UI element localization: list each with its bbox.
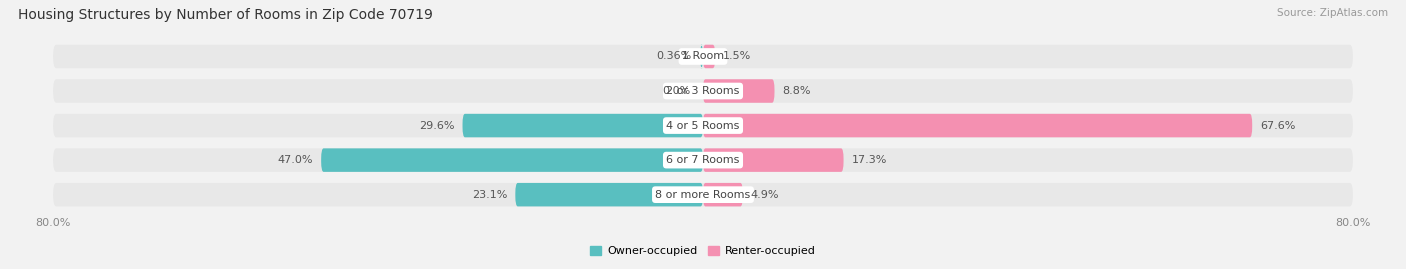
FancyBboxPatch shape	[703, 114, 1253, 137]
Text: 0.36%: 0.36%	[657, 51, 692, 61]
FancyBboxPatch shape	[53, 114, 1353, 137]
Text: 6 or 7 Rooms: 6 or 7 Rooms	[666, 155, 740, 165]
FancyBboxPatch shape	[703, 148, 844, 172]
FancyBboxPatch shape	[703, 183, 742, 206]
FancyBboxPatch shape	[516, 183, 703, 206]
Legend: Owner-occupied, Renter-occupied: Owner-occupied, Renter-occupied	[591, 246, 815, 256]
Text: 47.0%: 47.0%	[277, 155, 314, 165]
Text: 29.6%: 29.6%	[419, 121, 454, 130]
FancyBboxPatch shape	[463, 114, 703, 137]
Text: 8 or more Rooms: 8 or more Rooms	[655, 190, 751, 200]
Text: 1.5%: 1.5%	[723, 51, 752, 61]
Text: 17.3%: 17.3%	[852, 155, 887, 165]
Text: Housing Structures by Number of Rooms in Zip Code 70719: Housing Structures by Number of Rooms in…	[18, 8, 433, 22]
Text: 1 Room: 1 Room	[682, 51, 724, 61]
Text: 80.0%: 80.0%	[35, 218, 70, 228]
FancyBboxPatch shape	[53, 148, 1353, 172]
Text: 4 or 5 Rooms: 4 or 5 Rooms	[666, 121, 740, 130]
FancyBboxPatch shape	[321, 148, 703, 172]
FancyBboxPatch shape	[53, 183, 1353, 206]
Text: 4.9%: 4.9%	[751, 190, 779, 200]
FancyBboxPatch shape	[700, 45, 703, 68]
Text: 8.8%: 8.8%	[783, 86, 811, 96]
Text: 23.1%: 23.1%	[472, 190, 508, 200]
FancyBboxPatch shape	[53, 79, 1353, 103]
Text: Source: ZipAtlas.com: Source: ZipAtlas.com	[1277, 8, 1388, 18]
Text: 0.0%: 0.0%	[662, 86, 690, 96]
FancyBboxPatch shape	[53, 45, 1353, 68]
Text: 67.6%: 67.6%	[1260, 121, 1296, 130]
FancyBboxPatch shape	[703, 79, 775, 103]
Text: 80.0%: 80.0%	[1336, 218, 1371, 228]
Text: 2 or 3 Rooms: 2 or 3 Rooms	[666, 86, 740, 96]
FancyBboxPatch shape	[703, 45, 716, 68]
